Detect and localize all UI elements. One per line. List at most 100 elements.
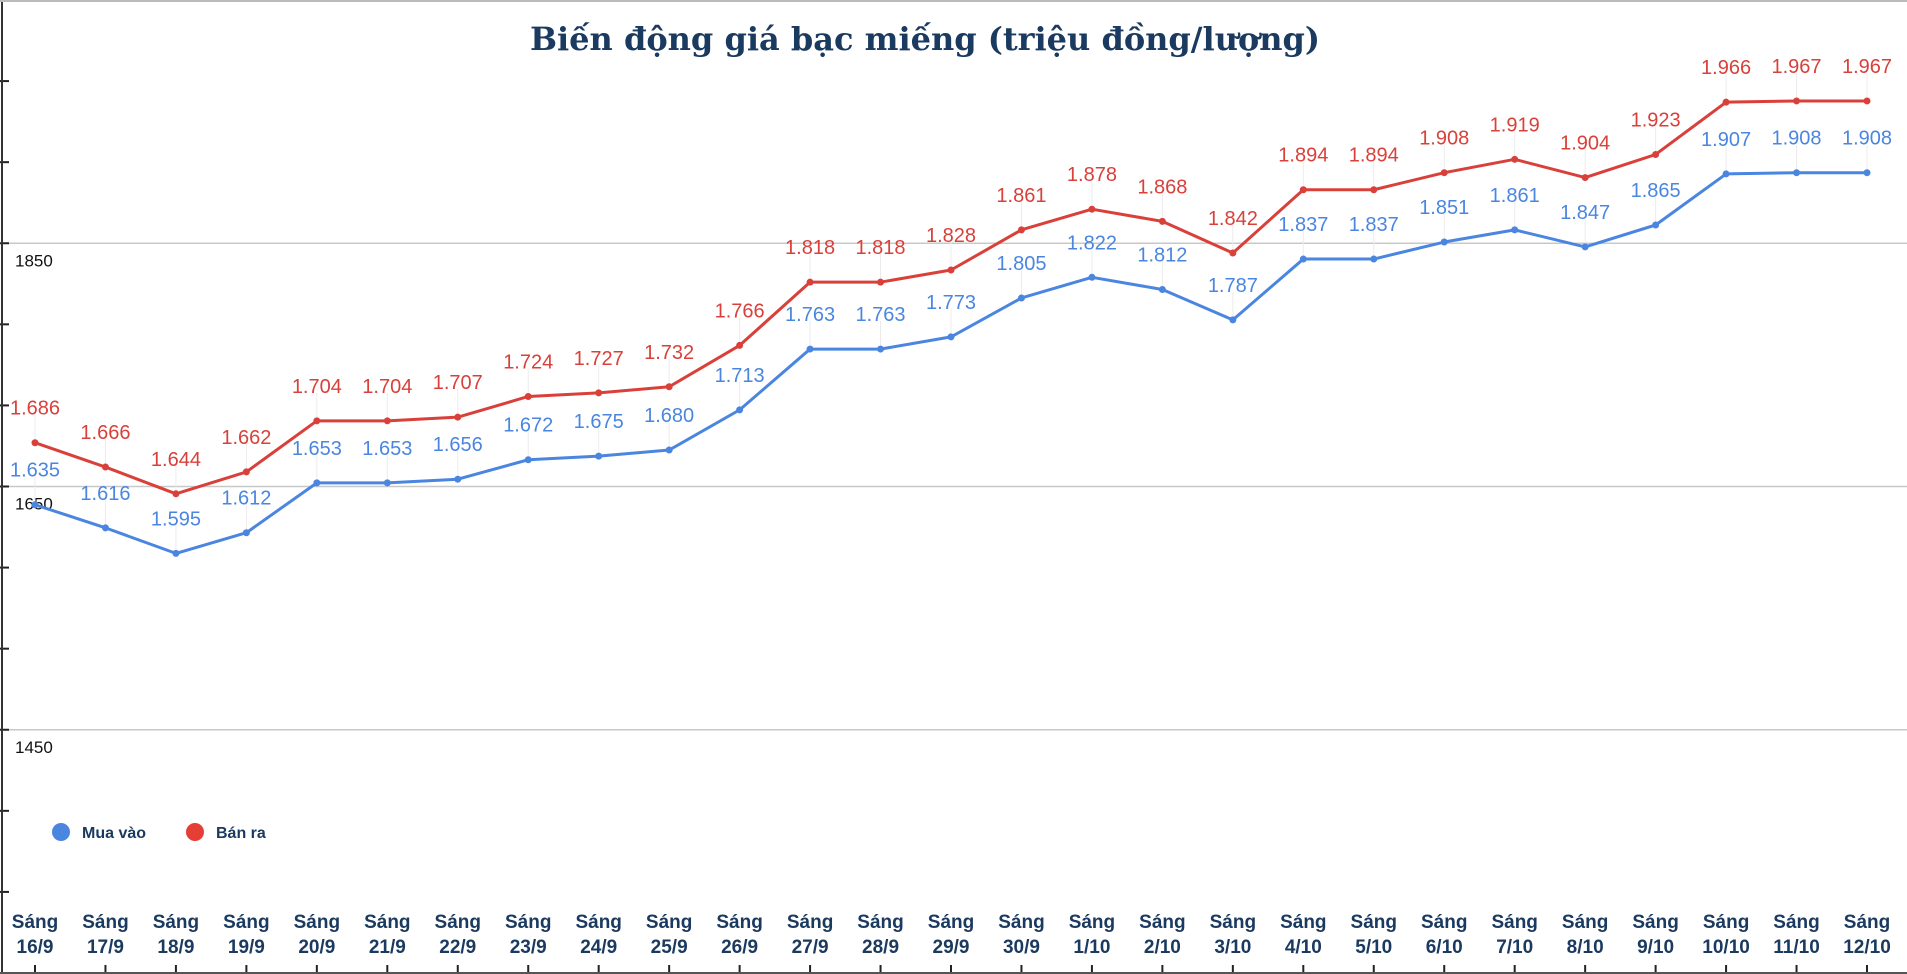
data-label: 1.612 xyxy=(221,488,271,510)
data-label: 1.828 xyxy=(926,225,976,247)
x-category-label-line2: 17/9 xyxy=(87,937,124,958)
data-label: 1.868 xyxy=(1137,176,1187,198)
x-category-label-line1: Sáng xyxy=(1280,912,1326,933)
x-category-label-line1: Sáng xyxy=(1562,912,1608,933)
data-point xyxy=(1652,221,1660,229)
data-point xyxy=(1722,170,1730,178)
data-point xyxy=(524,392,532,400)
x-category-label-line2: 6/10 xyxy=(1426,937,1463,958)
data-point xyxy=(383,417,391,425)
x-category-label-line1: Sáng xyxy=(1210,912,1256,933)
x-category-label-line2: 5/10 xyxy=(1355,937,1392,958)
x-category-label-line2: 1/10 xyxy=(1073,937,1110,958)
x-category-label-line2: 27/9 xyxy=(792,937,829,958)
x-category-label-line2: 11/10 xyxy=(1773,937,1820,958)
data-point xyxy=(383,479,391,487)
data-label: 1.653 xyxy=(362,438,412,460)
chart-title: Biến động giá bạc miếng (triệu đồng/lượn… xyxy=(530,20,1320,58)
x-category-label-line1: Sáng xyxy=(505,912,551,933)
data-point xyxy=(524,456,532,464)
data-point xyxy=(1229,316,1237,324)
legend-marker-icon xyxy=(52,823,70,841)
data-label: 1.595 xyxy=(151,508,201,530)
data-point xyxy=(1017,294,1025,302)
data-point xyxy=(1088,205,1096,213)
x-category-label-line2: 24/9 xyxy=(580,937,617,958)
data-label: 1.675 xyxy=(574,411,624,433)
x-category-label-line2: 8/10 xyxy=(1567,937,1604,958)
data-label: 1.773 xyxy=(926,292,976,314)
data-point xyxy=(242,468,250,476)
data-label: 1.656 xyxy=(433,434,483,456)
data-point xyxy=(1863,97,1871,105)
x-category-label-line2: 3/10 xyxy=(1214,937,1251,958)
data-point xyxy=(172,490,180,498)
data-label: 1.763 xyxy=(785,304,835,326)
data-label: 1.732 xyxy=(644,342,694,364)
x-category-label-line2: 18/9 xyxy=(157,937,194,958)
data-point xyxy=(1581,174,1589,182)
x-category-label-line2: 16/9 xyxy=(17,937,54,958)
data-label: 1.908 xyxy=(1842,128,1892,150)
data-label: 1.967 xyxy=(1842,56,1892,78)
data-point xyxy=(1440,169,1448,177)
data-label: 1.704 xyxy=(292,376,342,398)
data-label: 1.818 xyxy=(785,237,835,259)
data-label: 1.704 xyxy=(362,376,412,398)
data-label: 1.805 xyxy=(996,253,1046,275)
x-category-label-line2: 29/9 xyxy=(933,937,970,958)
data-label: 1.763 xyxy=(856,304,906,326)
x-category-label-line2: 28/9 xyxy=(862,937,899,958)
data-point xyxy=(313,479,321,487)
x-category-label-line1: Sáng xyxy=(716,912,762,933)
x-category-label-line1: Sáng xyxy=(998,912,1044,933)
legend-marker-icon xyxy=(186,823,204,841)
data-label: 1.894 xyxy=(1278,145,1328,167)
data-label: 1.666 xyxy=(80,422,130,444)
data-point xyxy=(1088,273,1096,281)
x-category-label-line2: 19/9 xyxy=(228,937,265,958)
data-label: 1.837 xyxy=(1349,214,1399,236)
x-category-label-line2: 9/10 xyxy=(1637,937,1674,958)
x-category-label-line1: Sáng xyxy=(294,912,340,933)
x-category-label-line1: Sáng xyxy=(928,912,974,933)
x-category-label-line1: Sáng xyxy=(223,912,269,933)
data-point xyxy=(1017,226,1025,234)
data-label: 1.653 xyxy=(292,438,342,460)
data-point xyxy=(806,278,814,286)
data-label: 1.865 xyxy=(1631,180,1681,202)
data-label: 1.861 xyxy=(1490,185,1540,207)
data-label: 1.966 xyxy=(1701,57,1751,79)
data-point xyxy=(1581,243,1589,251)
data-label: 1.713 xyxy=(715,365,765,387)
y-tick-label: 1850 xyxy=(15,251,53,270)
data-point xyxy=(736,406,744,414)
data-label: 1.616 xyxy=(80,483,130,505)
data-label: 1.724 xyxy=(503,351,553,373)
data-label: 1.686 xyxy=(10,398,60,420)
data-label: 1.818 xyxy=(856,237,906,259)
data-label: 1.787 xyxy=(1208,275,1258,297)
x-category-label-line1: Sáng xyxy=(1139,912,1185,933)
data-label: 1.894 xyxy=(1349,145,1399,167)
data-label: 1.919 xyxy=(1490,114,1540,136)
data-point xyxy=(877,278,885,286)
data-label: 1.907 xyxy=(1701,129,1751,151)
x-category-label-line1: Sáng xyxy=(1491,912,1537,933)
data-point xyxy=(1511,155,1519,163)
data-point xyxy=(1793,97,1801,105)
data-point xyxy=(736,341,744,349)
data-label: 1.908 xyxy=(1772,128,1822,150)
data-point xyxy=(665,383,673,391)
data-label: 1.812 xyxy=(1137,244,1187,266)
data-point xyxy=(595,389,603,397)
data-point xyxy=(31,501,39,509)
x-category-label-line1: Sáng xyxy=(1421,912,1467,933)
x-category-label-line1: Sáng xyxy=(1632,912,1678,933)
x-category-label-line1: Sáng xyxy=(153,912,199,933)
data-label: 1.847 xyxy=(1560,202,1610,224)
data-point xyxy=(1511,226,1519,234)
legend-label: Bán ra xyxy=(216,825,266,842)
